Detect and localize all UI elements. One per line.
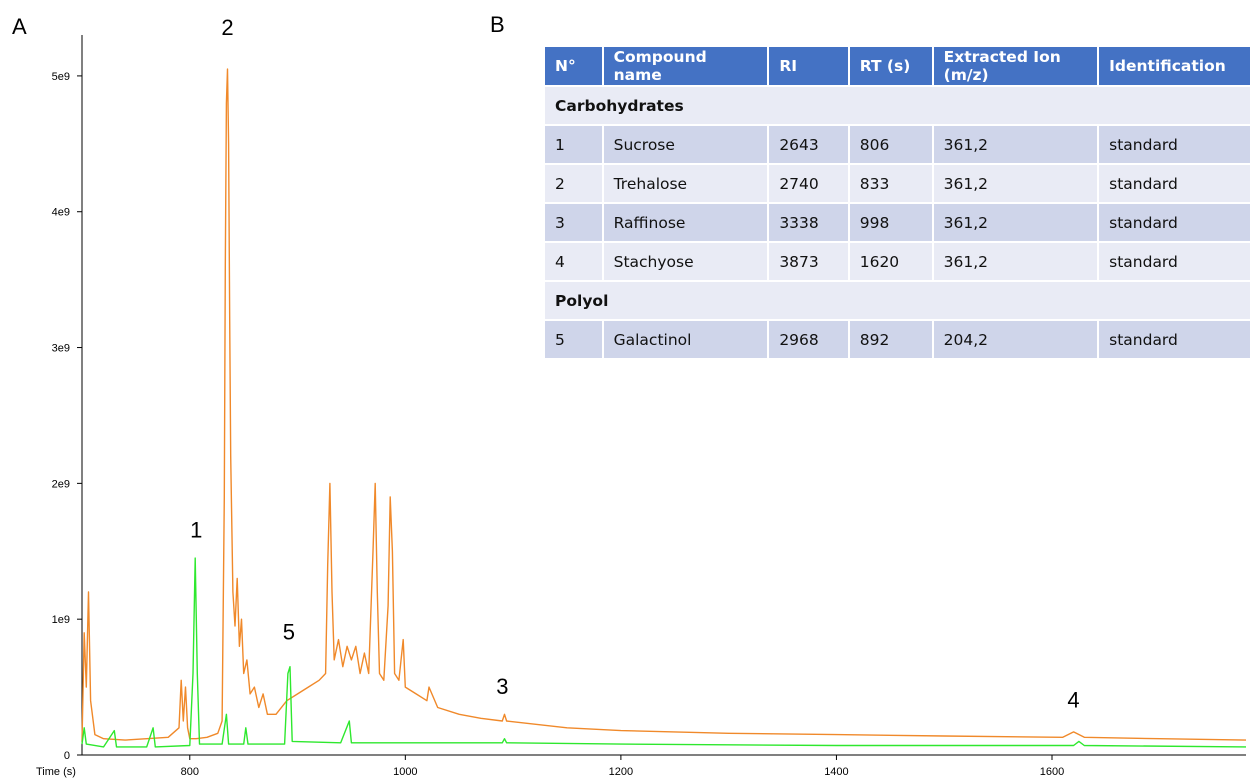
header-cell: Extracted Ion (m/z) <box>932 47 1100 86</box>
header-cell: Identification <box>1098 47 1250 86</box>
peak-label: 1 <box>190 518 202 543</box>
table-row: 2 Trehalose 2740 833 361,2 standard <box>545 163 1250 203</box>
group-row: Polyol <box>545 280 1250 320</box>
y-tick-label: 5e9 <box>52 71 70 83</box>
header-cell: N° <box>545 47 604 86</box>
table-cell: 1 <box>545 124 604 164</box>
y-tick-label: 4e9 <box>52 207 70 219</box>
table-header-row: N° Compound name RI RT (s) Extracted Ion (m/… <box>545 47 1250 86</box>
table-cell: 2 <box>545 163 604 203</box>
table-cell: standard <box>1098 241 1250 281</box>
table-row: 5 Galactinol 2968 892 204,2 standard <box>545 319 1250 358</box>
table-cell: 806 <box>848 124 934 164</box>
table-cell: standard <box>1098 319 1250 358</box>
x-tick-label: 800 <box>181 766 199 778</box>
x-tick-label: 1200 <box>609 766 633 778</box>
table-cell: 998 <box>848 202 934 242</box>
table-cell: 361,2 <box>932 124 1100 164</box>
peak-label: 4 <box>1067 687 1079 712</box>
table-cell: 361,2 <box>932 202 1100 242</box>
table-cell: Trehalose <box>602 163 770 203</box>
table-cell: 1620 <box>848 241 934 281</box>
group-label: Polyol <box>545 280 1250 320</box>
table-cell: 3873 <box>768 241 850 281</box>
header-cell: Compound name <box>602 47 770 86</box>
group-label: Carbohydrates <box>545 85 1250 125</box>
table-cell: 361,2 <box>932 163 1100 203</box>
table-cell: 3 <box>545 202 604 242</box>
table-cell: 892 <box>848 319 934 358</box>
x-tick-label: 1600 <box>1040 766 1064 778</box>
table-cell: 204,2 <box>932 319 1100 358</box>
table-cell: Galactinol <box>602 319 770 358</box>
table-cell: Raffinose <box>602 202 770 242</box>
y-tick-label: 2e9 <box>52 478 70 490</box>
table-cell: standard <box>1098 163 1250 203</box>
table-cell: 2740 <box>768 163 850 203</box>
table-cell: Stachyose <box>602 241 770 281</box>
table-row: 1 Sucrose 2643 806 361,2 standard <box>545 124 1250 164</box>
table-cell: 2968 <box>768 319 850 358</box>
x-tick-label: 1000 <box>393 766 417 778</box>
table-cell: 2643 <box>768 124 850 164</box>
x-tick-label: 1400 <box>824 766 848 778</box>
table-cell: 5 <box>545 319 604 358</box>
table-cell: standard <box>1098 124 1250 164</box>
y-tick-label: 1e9 <box>52 614 70 626</box>
table-cell: 361,2 <box>932 241 1100 281</box>
table-row: 4 Stachyose 3873 1620 361,2 standard <box>545 241 1250 281</box>
peak-label: 5 <box>283 620 295 645</box>
header-cell: RI <box>768 47 850 86</box>
series-line-green <box>81 557 1247 748</box>
table-cell: Sucrose <box>602 124 770 164</box>
panel-label-a: A <box>12 14 27 39</box>
x-axis-label: Time (s) <box>36 766 76 778</box>
table-row: 3 Raffinose 3338 998 361,2 standard <box>545 202 1250 242</box>
y-tick-label: 0 <box>64 750 70 762</box>
axes: 0 1e9 2e9 3e9 4e9 5e9 800 1000 1200 1400 1600 Time … <box>36 35 1246 778</box>
table-cell: 3338 <box>768 202 850 242</box>
header-cell: RT (s) <box>848 47 934 86</box>
peak-label: 3 <box>496 674 508 699</box>
compound-table: N° Compound name RI RT (s) Extracted Ion (m/… <box>545 47 1250 358</box>
table-cell: 833 <box>848 163 934 203</box>
peak-label: 2 <box>221 15 233 40</box>
table-cell: standard <box>1098 202 1250 242</box>
series-lines <box>81 68 1247 748</box>
table-cell: 4 <box>545 241 604 281</box>
panel-label-b: B <box>490 12 505 37</box>
series-line-orange <box>81 68 1247 742</box>
y-tick-label: 3e9 <box>52 343 70 355</box>
group-row: Carbohydrates <box>545 85 1250 125</box>
